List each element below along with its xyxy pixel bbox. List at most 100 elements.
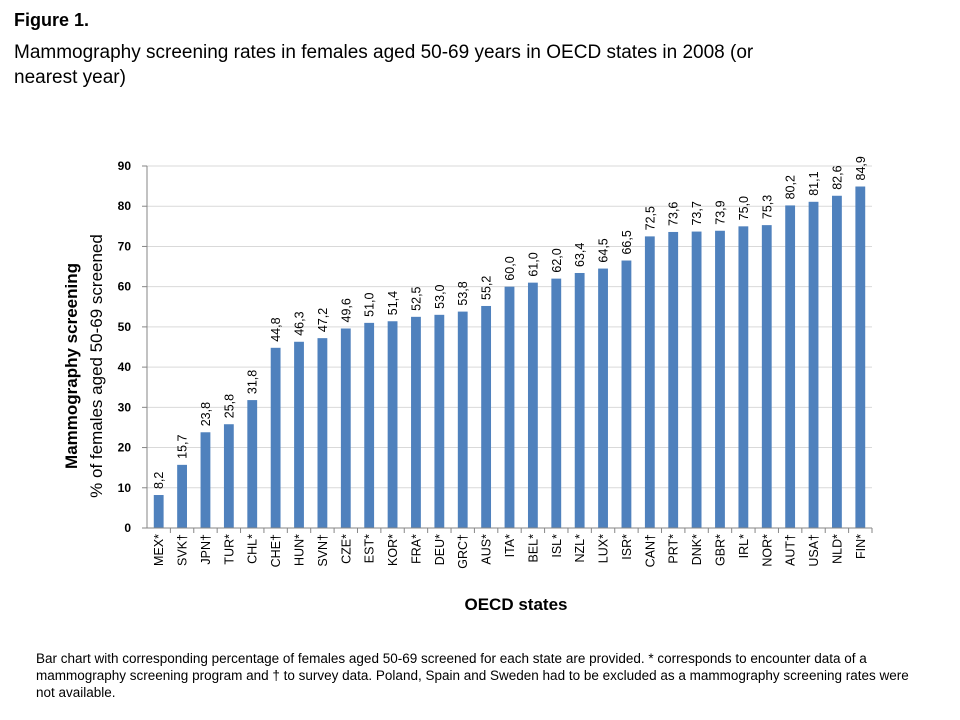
y-tick-label: 0: [124, 521, 131, 535]
data-label: 75,0: [737, 196, 751, 220]
x-tick-label: NZL*: [573, 534, 587, 563]
x-tick-label: ISL*: [550, 534, 564, 558]
bar: [364, 322, 375, 528]
x-tick-label: DEU*: [433, 534, 447, 565]
x-tick-label: PRT*: [667, 534, 681, 564]
bar: [223, 424, 234, 528]
x-tick-label: CAN†: [643, 534, 657, 567]
x-tick-label: GRC†: [456, 534, 470, 569]
bar: [247, 400, 258, 528]
data-label: 53,8: [456, 281, 470, 305]
x-tick-label: AUS*: [480, 534, 494, 565]
x-tick-label: AUT†: [784, 534, 798, 566]
bar: [808, 201, 819, 528]
bar: [621, 260, 632, 528]
x-tick-label: BEL*: [526, 534, 540, 563]
bar: [411, 316, 421, 528]
data-label: 73,6: [667, 202, 681, 226]
bar: [598, 268, 608, 528]
data-label: 63,4: [573, 243, 587, 267]
bar: [738, 226, 749, 529]
data-label: 52,5: [409, 286, 423, 310]
data-label: 60,0: [503, 256, 517, 280]
data-label: 51,4: [386, 291, 400, 315]
data-label: 66,5: [620, 230, 634, 254]
data-label: 44,8: [269, 317, 283, 341]
data-label: 75,3: [760, 195, 774, 219]
data-label: 15,7: [176, 434, 190, 458]
x-tick-label: GBR*: [713, 534, 727, 566]
data-label: 62,0: [550, 248, 564, 272]
y-tick-label: 40: [118, 360, 132, 374]
y-tick-label: 80: [118, 199, 132, 213]
x-tick-label: TUR*: [222, 534, 236, 565]
x-tick-label: CZE*: [339, 534, 353, 564]
x-tick-label: SVN†: [316, 534, 330, 567]
y-tick-label: 70: [118, 239, 132, 253]
x-tick-label: LUX*: [597, 534, 611, 563]
x-tick-label: NOR*: [760, 534, 774, 567]
bars: [153, 186, 866, 529]
data-label: 73,9: [713, 200, 727, 224]
bar: [715, 230, 725, 528]
bar: [434, 314, 445, 528]
axes: [142, 165, 873, 533]
data-label: 84,9: [854, 156, 868, 180]
data-label: 51,0: [363, 292, 377, 316]
x-tick-label: ITA*: [503, 534, 517, 558]
x-tick-label: DNK*: [690, 534, 704, 565]
x-tick-label: CHL*: [246, 534, 260, 564]
data-label: 47,2: [316, 308, 330, 332]
bar: [294, 341, 304, 528]
bar: [317, 338, 328, 528]
data-label: 64,5: [597, 238, 611, 262]
x-tick-label: ISR*: [620, 534, 634, 560]
x-tick-label: FIN*: [854, 534, 868, 559]
data-label: 61,0: [526, 252, 540, 276]
figure-caption: Bar chart with corresponding percentage …: [36, 651, 909, 700]
bar-chart: 0 10 20 30 40 50 60 70 80 90 8,2 MEX* 15,7 SVK† 23,8 JP…: [62, 156, 873, 614]
x-axis-label: OECD states: [465, 595, 568, 614]
bar: [504, 286, 515, 528]
data-label: 81,1: [807, 171, 821, 195]
data-label: 23,8: [199, 402, 213, 426]
labels: 0 10 20 30 40 50 60 70 80 90 8,2 MEX* 15,7 SVK† 23,8 JP…: [118, 156, 868, 569]
data-label: 80,2: [784, 175, 798, 199]
bar: [761, 225, 772, 529]
bar: [527, 282, 538, 528]
bar: [200, 432, 211, 528]
bar: [668, 231, 679, 528]
y-tick-label: 90: [118, 159, 132, 173]
bar: [644, 236, 655, 528]
y-tick-label: 60: [118, 280, 132, 294]
x-tick-label: SVK†: [176, 534, 190, 566]
bar: [691, 231, 702, 528]
x-tick-label: JPN†: [199, 534, 213, 565]
x-tick-label: EST*: [363, 534, 377, 563]
bar: [270, 347, 281, 528]
bar: [153, 495, 164, 528]
data-label: 82,6: [830, 165, 844, 189]
x-tick-label: CHE†: [269, 534, 283, 567]
data-label: 55,2: [480, 276, 494, 300]
y-tick-label: 30: [118, 400, 132, 414]
data-label: 72,5: [643, 206, 657, 230]
data-label: 8,2: [152, 472, 166, 489]
x-tick-label: MEX*: [152, 534, 166, 566]
bar: [457, 311, 468, 528]
x-tick-label: USA†: [807, 534, 821, 567]
x-tick-label: IRL*: [737, 534, 751, 558]
x-tick-label: NLD*: [830, 534, 844, 564]
data-label: 73,7: [690, 201, 704, 225]
bar: [574, 272, 585, 528]
x-tick-label: HUN*: [293, 534, 307, 566]
y-axis-sublabel: % of females aged 50-69 screened: [87, 234, 106, 498]
y-tick-label: 10: [118, 481, 132, 495]
bar: [387, 321, 398, 528]
figure-title: Mammography screening rates in females a…: [14, 42, 754, 88]
x-tick-label: FRA*: [409, 534, 423, 564]
x-tick-label: KOR*: [386, 534, 400, 566]
data-label: 31,8: [246, 370, 260, 394]
bar: [855, 186, 866, 528]
bar: [785, 205, 796, 528]
